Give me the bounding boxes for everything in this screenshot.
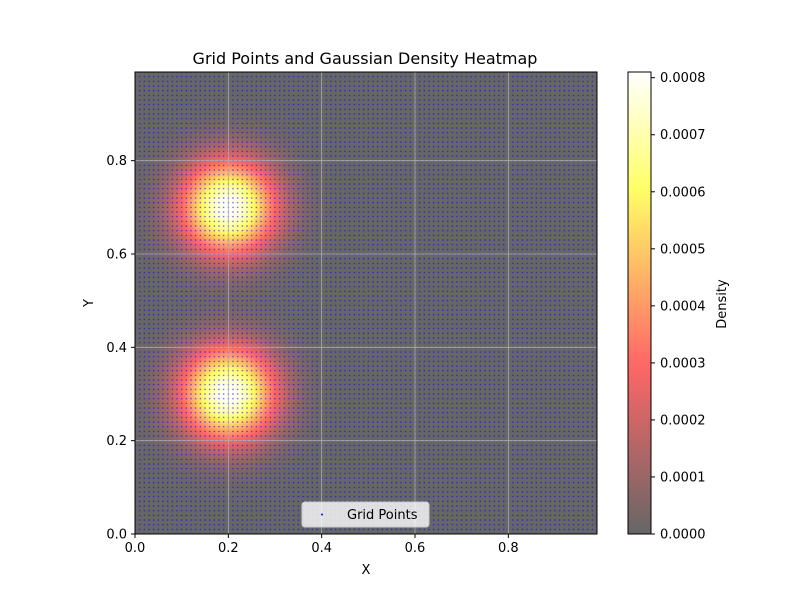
chart-title: Grid Points and Gaussian Density Heatmap <box>193 49 538 68</box>
y-tick-label: 0.4 <box>106 341 127 356</box>
colorbar-tick-label: 0.0007 <box>660 128 706 143</box>
legend-label: Grid Points <box>347 508 418 523</box>
y-axis: 0.0 0.2 0.4 0.6 0.8 <box>106 154 135 543</box>
y-tick-label: 0.8 <box>106 154 127 169</box>
colorbar-tick-label: 0.0002 <box>660 413 706 428</box>
x-axis-label: X <box>362 563 371 578</box>
legend: Grid Points <box>301 501 430 528</box>
y-tick-label: 0.2 <box>106 434 127 449</box>
colorbar-tick-label: 0.0000 <box>660 528 706 543</box>
x-tick-label: 0.4 <box>311 541 332 556</box>
x-axis: 0.0 0.2 0.4 0.6 0.8 <box>125 534 519 556</box>
colorbar-tick-label: 0.0004 <box>660 299 706 314</box>
x-tick-label: 0.0 <box>125 541 146 556</box>
plot-frame <box>134 71 598 535</box>
colorbar: 0.0000 0.0001 0.0002 0.0003 0.0004 0.0005 0.00… <box>627 71 706 543</box>
colorbar-tick-label: 0.0003 <box>660 356 706 371</box>
x-tick-label: 0.6 <box>405 541 426 556</box>
legend-box <box>301 501 430 528</box>
x-tick-label: 0.8 <box>498 541 519 556</box>
legend-marker <box>321 513 323 516</box>
y-tick-label: 0.6 <box>106 248 127 263</box>
colorbar-tick-label: 0.0008 <box>660 71 706 86</box>
y-tick-label: 0.0 <box>106 528 127 543</box>
plot-area <box>134 71 598 535</box>
colorbar-tick-label: 0.0006 <box>660 185 706 200</box>
colorbar-tick-label: 0.0001 <box>660 470 706 485</box>
x-tick-label: 0.2 <box>218 541 239 556</box>
colorbar-label: Density <box>715 279 730 329</box>
colorbar-gradient <box>627 71 652 535</box>
y-axis-label: Y <box>82 299 97 308</box>
grid-points-scatter <box>135 72 597 534</box>
colorbar-tick-label: 0.0005 <box>660 242 706 257</box>
